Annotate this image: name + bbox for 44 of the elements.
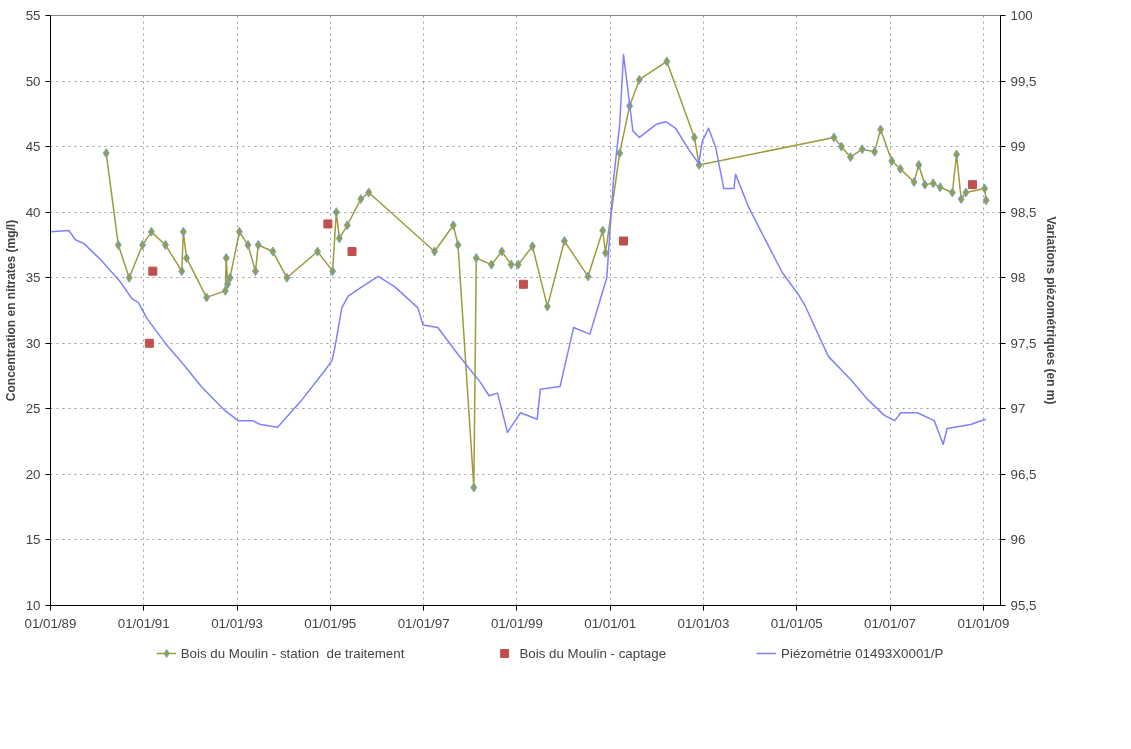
point xyxy=(968,180,978,190)
y2-tick-label: 100 xyxy=(1010,8,1033,23)
x-tick-label: 01/01/07 xyxy=(864,615,916,631)
line-series xyxy=(50,54,987,445)
point xyxy=(144,338,154,348)
point xyxy=(518,279,528,289)
y-tick-label: 35 xyxy=(25,270,41,286)
y-tick-label: 25 xyxy=(25,401,41,417)
y2-tick-label: 97,5 xyxy=(1010,335,1037,351)
point xyxy=(619,236,629,246)
x-tick-label: 01/01/03 xyxy=(677,615,730,631)
x-tick-label: 01/01/01 xyxy=(584,615,637,631)
point xyxy=(323,219,333,229)
x-tick-label: 01/01/93 xyxy=(211,615,264,631)
point xyxy=(347,247,357,256)
y2-tick-label: 99 xyxy=(1010,139,1026,155)
y2-tick-label: 98 xyxy=(1010,270,1026,286)
point xyxy=(148,266,158,276)
y-tick-label: 50 xyxy=(25,73,41,89)
y-tick-label: 40 xyxy=(25,204,41,220)
legend-label: Bois du Moulin - station de traitement xyxy=(180,645,405,661)
legend-label: Piézométrie 01493X0001/P xyxy=(781,645,944,661)
x-tick-label: 01/01/09 xyxy=(957,615,1010,631)
legend-label: Bois du Moulin - captage xyxy=(519,645,667,661)
y-tick-label: 30 xyxy=(25,335,41,351)
y2-tick-label: 97 xyxy=(1010,401,1026,417)
x-tick-label: 01/01/89 xyxy=(24,615,77,631)
y-tick-label: 10 xyxy=(25,598,41,613)
x-tick-label: 01/01/95 xyxy=(304,615,357,631)
y2-axis-title: Variations piézométriques (en m) xyxy=(1044,216,1059,405)
y-tick-label: 55 xyxy=(25,8,41,23)
y2-tick-label: 95,5 xyxy=(1010,598,1037,613)
y2-tick-label: 96,5 xyxy=(1010,466,1037,482)
y2-tick-label: 96 xyxy=(1010,532,1026,548)
x-tick-label: 01/01/97 xyxy=(397,615,450,631)
y2-tick-label: 99,5 xyxy=(1010,73,1037,89)
y-tick-label: 45 xyxy=(25,139,41,155)
x-tick-label: 01/01/99 xyxy=(490,615,543,631)
y-axis-title: Concentration en nitrates (mg/l) xyxy=(3,219,18,402)
x-tick-label: 01/01/05 xyxy=(770,615,823,631)
y-tick-label: 15 xyxy=(25,532,41,548)
x-tick-label: 01/01/91 xyxy=(117,615,170,631)
y2-tick-label: 98,5 xyxy=(1010,204,1037,220)
y-tick-label: 20 xyxy=(25,466,41,482)
